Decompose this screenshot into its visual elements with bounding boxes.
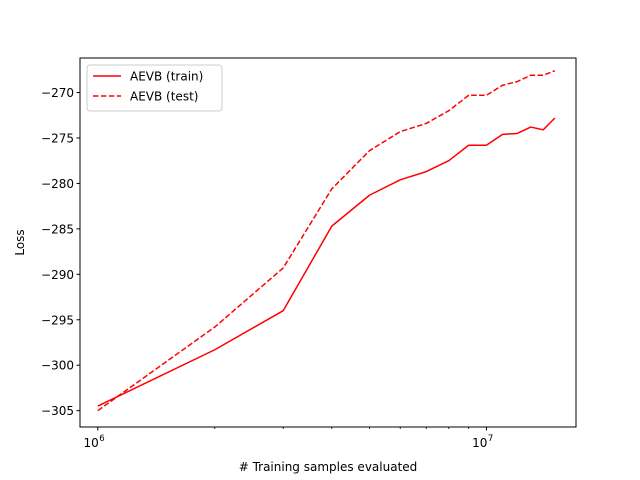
y-tick-label: −275 (41, 131, 74, 145)
plot-frame (79, 57, 577, 428)
x-tick-label-base: 10 (472, 436, 487, 450)
y-tick-label: −300 (41, 359, 74, 373)
series-layer (97, 70, 556, 412)
y-tick-label: −285 (41, 222, 74, 236)
x-tick-label: 10 6 (84, 434, 105, 450)
legend: AEVB (train) AEVB (test) (86, 64, 223, 112)
x-axis-label: # Training samples evaluated (239, 460, 418, 474)
x-tick-label-base: 10 (84, 436, 99, 450)
legend-label: AEVB (test) (130, 90, 198, 104)
y-tick-label: −295 (41, 313, 74, 327)
x-tick-label-exponent: 6 (99, 434, 104, 444)
y-axis-label: Loss (13, 229, 27, 255)
x-tick-label: 10 7 (472, 434, 493, 450)
series-line-train (97, 117, 556, 407)
y-tick-label: −280 (41, 177, 74, 191)
y-tick-label: −290 (41, 268, 74, 282)
series-line-test (97, 70, 556, 412)
y-tick-label: −305 (41, 404, 74, 418)
legend-entries: AEVB (train) AEVB (test) (93, 70, 203, 104)
x-tick-label-exponent: 7 (488, 434, 493, 444)
legend-label: AEVB (train) (130, 70, 203, 84)
y-tick-label: −270 (41, 86, 74, 100)
